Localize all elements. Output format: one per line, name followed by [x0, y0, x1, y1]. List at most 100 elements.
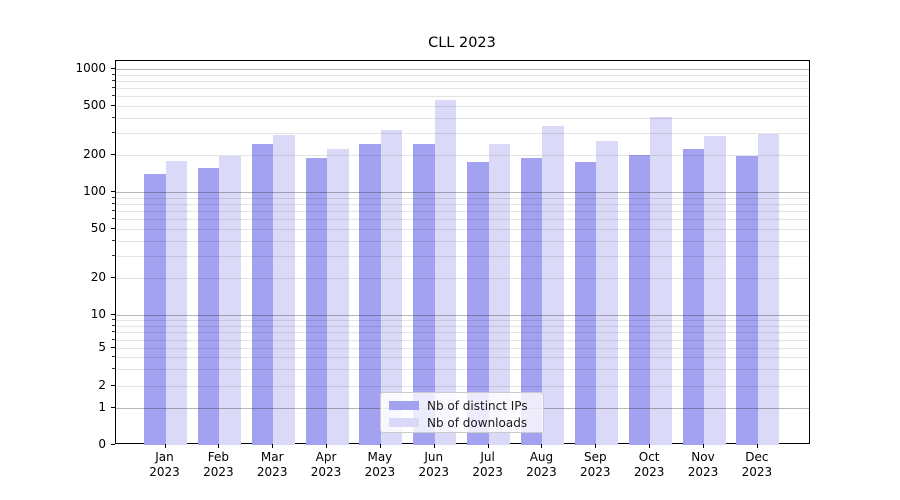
y-tick-mark-2 [110, 384, 115, 386]
bar-apr-distinct-ips [305, 157, 328, 445]
bar-jan-distinct-ips [144, 174, 166, 445]
x-tick-mark-aug [541, 444, 543, 448]
bar-dec-distinct-ips [736, 155, 758, 445]
bar-jul-distinct-ips [467, 162, 489, 445]
y-minor-tick-mark-30 [112, 255, 115, 257]
x-tick-label-may: May 2023 [364, 450, 396, 479]
bar-may-downloads [380, 130, 403, 445]
y-minor-tick-mark-300 [112, 132, 115, 134]
bar-feb-distinct-ips [197, 167, 220, 445]
bar-aug-distinct-ips [520, 157, 543, 445]
bar-jun-distinct-ips [413, 143, 435, 445]
y-tick-label-1: 1 [98, 399, 106, 414]
x-tick-label-oct: Oct 2023 [633, 450, 665, 479]
legend: Nb of distinct IPs Nb of downloads [380, 392, 544, 433]
y-minor-tick-mark-70 [112, 210, 115, 212]
y-tick-mark-1000 [110, 68, 115, 69]
bar-sep-downloads [596, 140, 618, 445]
y-minor-tick-mark-9 [112, 319, 115, 321]
x-tick-label-aug: Aug 2023 [526, 450, 557, 479]
y-minor-tick-mark-60 [112, 218, 115, 220]
y-minor-tick-mark-8 [112, 324, 115, 326]
bar-jun-downloads [434, 99, 457, 445]
x-tick-mark-jun [433, 444, 435, 448]
y-tick-mark-1 [110, 406, 115, 408]
y-tick-label-20: 20 [90, 269, 106, 284]
y-tick-mark-50 [110, 228, 115, 230]
x-tick-mark-feb [218, 444, 220, 448]
bar-dec-downloads [757, 133, 780, 445]
x-tick-mark-may [379, 444, 381, 448]
y-minor-tick-mark-400 [112, 116, 115, 118]
x-tick-mark-jul [487, 444, 489, 448]
x-tick-label-jun: Jun 2023 [418, 450, 450, 479]
x-tick-label-sep: Sep 2023 [580, 450, 611, 479]
bar-nov-downloads [704, 136, 726, 445]
y-tick-label-0: 0 [98, 437, 106, 451]
x-tick-label-mar: Mar 2023 [256, 450, 288, 479]
bar-oct-downloads [650, 117, 672, 445]
bar-mar-distinct-ips [251, 143, 274, 445]
x-tick-label-apr: Apr 2023 [310, 450, 342, 479]
y-tick-label-1000: 1000 [75, 61, 106, 75]
y-tick-mark-0 [110, 444, 115, 445]
y-minor-tick-mark-800 [112, 79, 115, 81]
x-tick-mark-mar [272, 444, 274, 448]
legend-swatch-downloads [389, 418, 419, 427]
bars-layer [116, 61, 810, 445]
y-minor-tick-mark-900 [112, 73, 115, 75]
legend-label-downloads: Nb of downloads [427, 415, 528, 430]
y-minor-tick-mark-600 [112, 95, 115, 97]
legend-swatch-distinct-ips [389, 401, 419, 410]
x-tick-mark-dec [756, 444, 758, 448]
x-tick-label-dec: Dec 2023 [741, 450, 773, 479]
y-tick-mark-10 [110, 314, 115, 315]
y-minor-tick-mark-40 [112, 239, 115, 241]
bar-apr-downloads [327, 148, 349, 445]
x-tick-label-jul: Jul 2023 [472, 450, 503, 479]
x-tick-mark-nov [703, 444, 704, 448]
bar-oct-distinct-ips [628, 154, 651, 445]
y-minor-tick-mark-6 [112, 338, 115, 340]
bar-feb-downloads [219, 155, 241, 445]
y-minor-tick-mark-3 [112, 368, 115, 370]
bar-mar-downloads [273, 135, 295, 445]
bar-nov-distinct-ips [682, 149, 704, 445]
y-tick-mark-100 [110, 191, 115, 192]
bar-sep-distinct-ips [574, 162, 597, 445]
x-tick-mark-apr [326, 444, 328, 448]
y-minor-tick-mark-4 [112, 356, 115, 358]
x-tick-mark-sep [595, 444, 597, 448]
bar-may-distinct-ips [359, 143, 381, 445]
y-tick-label-500: 500 [83, 98, 106, 113]
y-tick-label-100: 100 [83, 184, 106, 198]
y-tick-mark-200 [110, 153, 115, 155]
legend-label-distinct-ips: Nb of distinct IPs [427, 398, 528, 413]
bar-aug-downloads [542, 126, 564, 445]
y-minor-tick-mark-700 [112, 87, 115, 89]
bar-jul-downloads [488, 143, 511, 445]
y-tick-label-10: 10 [90, 307, 106, 321]
x-tick-label-feb: Feb 2023 [203, 450, 234, 479]
y-tick-mark-5 [110, 347, 115, 349]
x-tick-mark-oct [649, 444, 651, 448]
plot-area [114, 60, 810, 445]
x-tick-label-jan: Jan 2023 [149, 450, 180, 479]
legend-entry-downloads: Nb of downloads [389, 414, 535, 431]
y-minor-tick-mark-90 [112, 196, 115, 198]
y-tick-label-5: 5 [98, 340, 106, 355]
x-tick-mark-jan [164, 444, 166, 448]
y-minor-tick-mark-80 [112, 202, 115, 204]
y-tick-label-200: 200 [83, 146, 106, 161]
y-tick-label-50: 50 [90, 221, 106, 236]
x-tick-label-nov: Nov 2023 [687, 450, 719, 479]
chart-title: CLL 2023 [428, 35, 496, 51]
y-tick-label-2: 2 [98, 377, 106, 392]
y-tick-mark-500 [110, 105, 115, 107]
bar-jan-downloads [165, 160, 187, 445]
y-minor-tick-mark-7 [112, 331, 115, 333]
legend-entry-distinct-ips: Nb of distinct IPs [389, 397, 535, 414]
y-tick-mark-20 [110, 276, 115, 278]
